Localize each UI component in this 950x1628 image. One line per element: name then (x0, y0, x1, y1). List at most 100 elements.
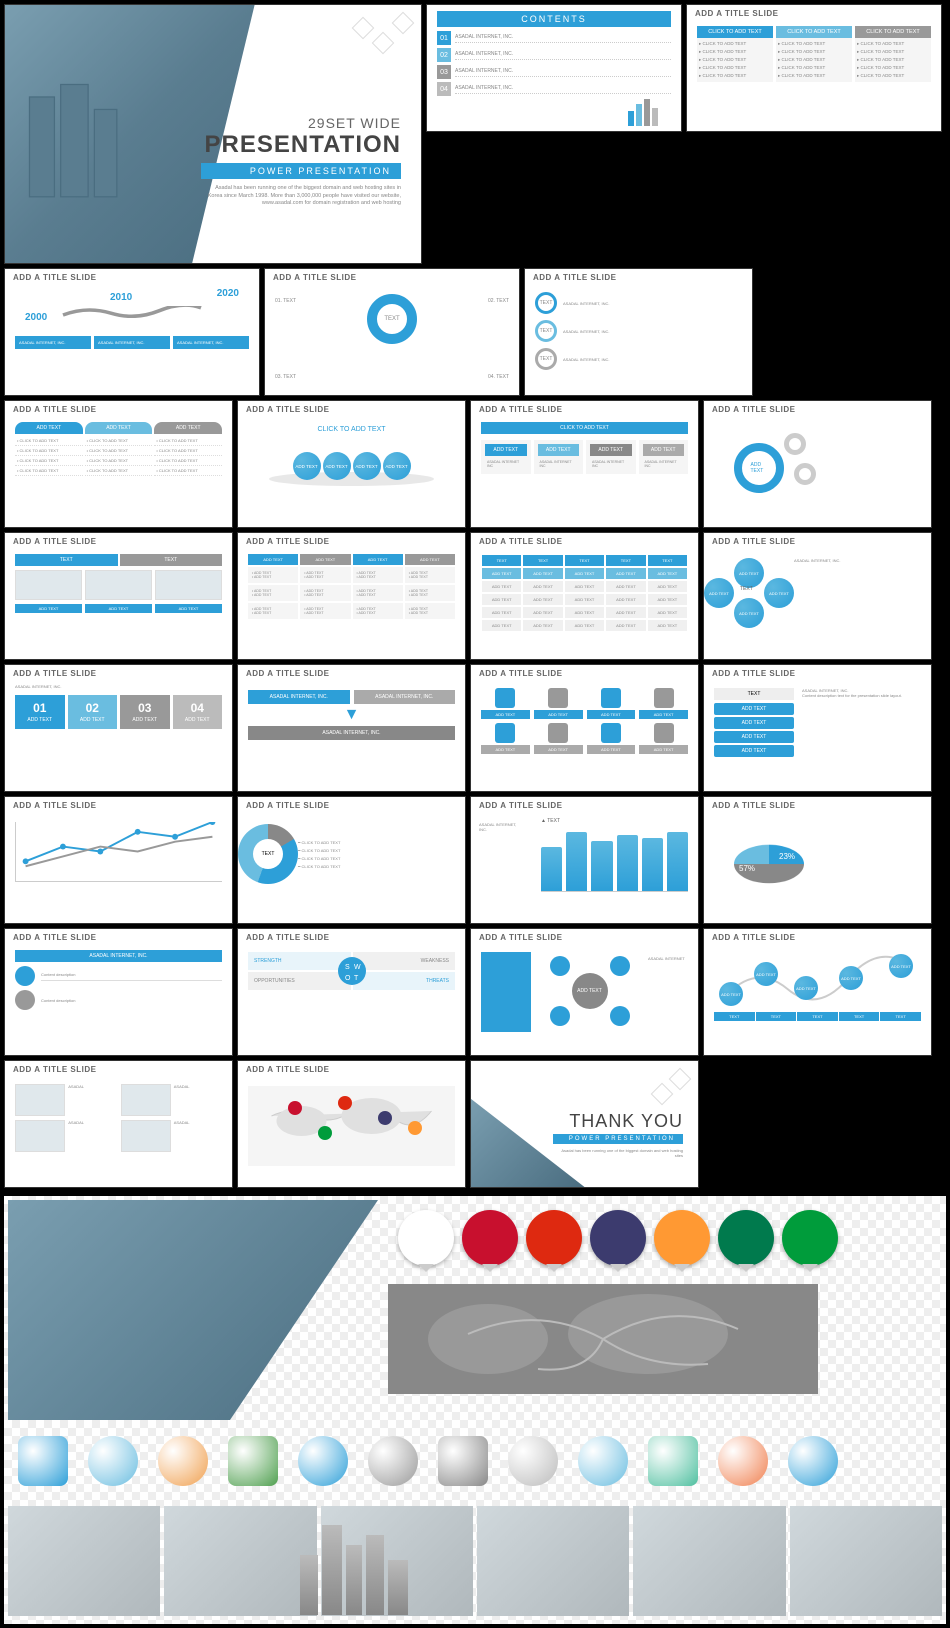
ws-col: TEXT (880, 1012, 921, 1021)
worldmap-slide: ADD A TITLE SLIDE (237, 1060, 466, 1188)
grid-cell: • ADD TEXT• ADD TEXT (300, 603, 350, 619)
inforows-slide: ADD A TITLE SLIDE ASADAL INTERNET, INC. … (4, 928, 233, 1056)
icon-cell: ADD TEXT (587, 723, 636, 754)
photo-strip (15, 570, 222, 600)
griddata-slide: ADD A TITLE SLIDE ADD TEXTADD TEXTADD TE… (237, 532, 466, 660)
bar (566, 832, 587, 891)
bullet-item: ▸ CLICK TO ADD TEXT (857, 56, 929, 64)
donut-center: TEXT (253, 839, 283, 869)
icon-shape (495, 723, 515, 743)
slide-title: ADD A TITLE SLIDE (704, 665, 931, 682)
hero-subtitle: 29SET WIDE (201, 115, 401, 131)
bulb-icon (438, 1436, 488, 1486)
gear-small (794, 463, 816, 485)
slide-title: ADD A TITLE SLIDE (471, 929, 698, 946)
vcircle-text: ASADAL INTERNET, INC. (563, 329, 610, 334)
ft-subhead: ADD TEXT (481, 567, 522, 580)
box-header: ADD TEXT (643, 444, 685, 456)
info-icon (15, 966, 35, 986)
photo-placeholder (121, 1120, 171, 1152)
icon-label: ADD TEXT (481, 710, 530, 719)
tgrid-cell: • CLICK TO ADD TEXT (85, 436, 153, 446)
ws-node: ADD TEXT (719, 982, 743, 1006)
vcircle: TEXT (535, 320, 557, 342)
boxrow-title: CLICK TO ADD TEXT (481, 422, 688, 434)
svg-text:O: O (345, 975, 351, 982)
icon-cell: ADD TEXT (639, 688, 688, 719)
slide-title: ADD A TITLE SLIDE (471, 533, 698, 550)
slide-title: ADD A TITLE SLIDE (238, 797, 465, 814)
content-num: 03 (437, 65, 451, 79)
grid-header: ADD TEXT (353, 554, 403, 565)
ft-subhead: ADD TEXT (605, 567, 646, 580)
slide-title: ADD A TITLE SLIDE (238, 665, 465, 682)
ft-cell: ADD TEXT (605, 580, 646, 593)
numbox-num: 03 (124, 701, 166, 715)
slide-title: ADD A TITLE SLIDE (704, 533, 931, 550)
tgrid-head-cell: ADD TEXT (15, 422, 83, 434)
svg-text:S: S (345, 964, 350, 971)
ft-cell: ADD TEXT (522, 580, 563, 593)
grid-cell: • ADD TEXT• ADD TEXT (353, 585, 403, 601)
tab-header: CLICK TO ADD TEXT (697, 26, 773, 38)
grid-cell: • ADD TEXT• ADD TEXT (353, 567, 403, 583)
ft-cell: ADD TEXT (647, 606, 688, 619)
content-num: 01 (437, 31, 451, 45)
swot-threats: THREATS (353, 972, 456, 990)
quad-label: 01. TEXT (275, 298, 296, 304)
box-body: ASADAL INTERNET INC (538, 458, 580, 470)
ft-subhead: ADD TEXT (522, 567, 563, 580)
swot-strength: STRENGTH (248, 952, 351, 970)
numbox-text: ADD TEXT (177, 717, 219, 723)
tgrid-col: • CLICK TO ADD TEXT• CLICK TO ADD TEXT• … (15, 436, 83, 476)
icon-shape (601, 688, 621, 708)
platform: CLICK TO ADD TEXT ADD TEXTADD TEXTADD TE… (248, 426, 455, 486)
linechart-slide: ADD A TITLE SLIDE (4, 796, 233, 924)
box-body: ASADAL INTERNET INC (643, 458, 685, 470)
map-pin (378, 1111, 392, 1125)
tgrid-cell: • CLICK TO ADD TEXT (15, 446, 83, 456)
ft-cell: ADD TEXT (605, 593, 646, 606)
ft-head: TEXT (605, 554, 646, 567)
photostrip-slide: ADD A TITLE SLIDE TEXT TEXT ADD TEXTADD … (4, 532, 233, 660)
timeline-box: ASADAL INTERNET, INC. (173, 336, 249, 349)
bullet-item: ▸ CLICK TO ADD TEXT (778, 40, 850, 48)
assets-panel (4, 1196, 946, 1624)
vcircle-item: TEXT ASADAL INTERNET, INC. (535, 320, 742, 342)
grid-header: ADD TEXT (248, 554, 298, 565)
content-num: 04 (437, 82, 451, 96)
box-header: ADD TEXT (590, 444, 632, 456)
ws-node: ADD TEXT (889, 954, 913, 978)
content-label: ASADAL INTERNET, INC. (455, 68, 671, 77)
cluster-node: ADD TEXT (764, 578, 794, 608)
numbox-text: ADD TEXT (124, 717, 166, 723)
grid-cell: • ADD TEXT• ADD TEXT (405, 567, 455, 583)
bullet-item: ▸ CLICK TO ADD TEXT (857, 48, 929, 56)
legend-item: ━ CLICK TO ADD TEXT (298, 864, 455, 869)
flag-pin-usa (590, 1210, 646, 1266)
hub: ADD TEXT (540, 956, 640, 1026)
icon-cell: ADD TEXT (481, 723, 530, 754)
bullet-item: ▸ CLICK TO ADD TEXT (699, 56, 771, 64)
bullet-item: ▸ CLICK TO ADD TEXT (857, 64, 929, 72)
af-box: ASADAL INTERNET, INC. (354, 690, 456, 704)
asset-photo (477, 1506, 629, 1616)
pie-label: 57% (739, 864, 755, 873)
hub-sidebar (481, 952, 531, 1032)
slide-grid: 29SET WIDE PRESENTATION POWER PRESENTATI… (0, 0, 950, 1192)
box-item: ADD TEXTASADAL INTERNET INC (534, 440, 584, 474)
numbox: 04ADD TEXT (173, 695, 223, 729)
line-chart (15, 822, 222, 882)
slide-title: ADD A TITLE SLIDE (5, 665, 232, 682)
slide-title: ADD A TITLE SLIDE (238, 929, 465, 946)
donut-quad-slide: ADD A TITLE SLIDE TEXT 01. TEXT 02. TEXT… (264, 268, 520, 396)
cluster4: ADD TEXT ADD TEXT ADD TEXT ADD TEXT TEXT (704, 558, 794, 628)
gears-slide: ADD A TITLE SLIDE ADD TEXT (703, 400, 932, 528)
slide-title: ADD A TITLE SLIDE (238, 401, 465, 418)
flag-pin-brazil (782, 1210, 838, 1266)
tgrid-cell: • CLICK TO ADD TEXT (85, 456, 153, 466)
strip-label: ADD TEXT (85, 604, 152, 613)
flag-pin-india (654, 1210, 710, 1266)
donut-chart: TEXT (238, 824, 298, 884)
asset-photo (164, 1506, 316, 1616)
